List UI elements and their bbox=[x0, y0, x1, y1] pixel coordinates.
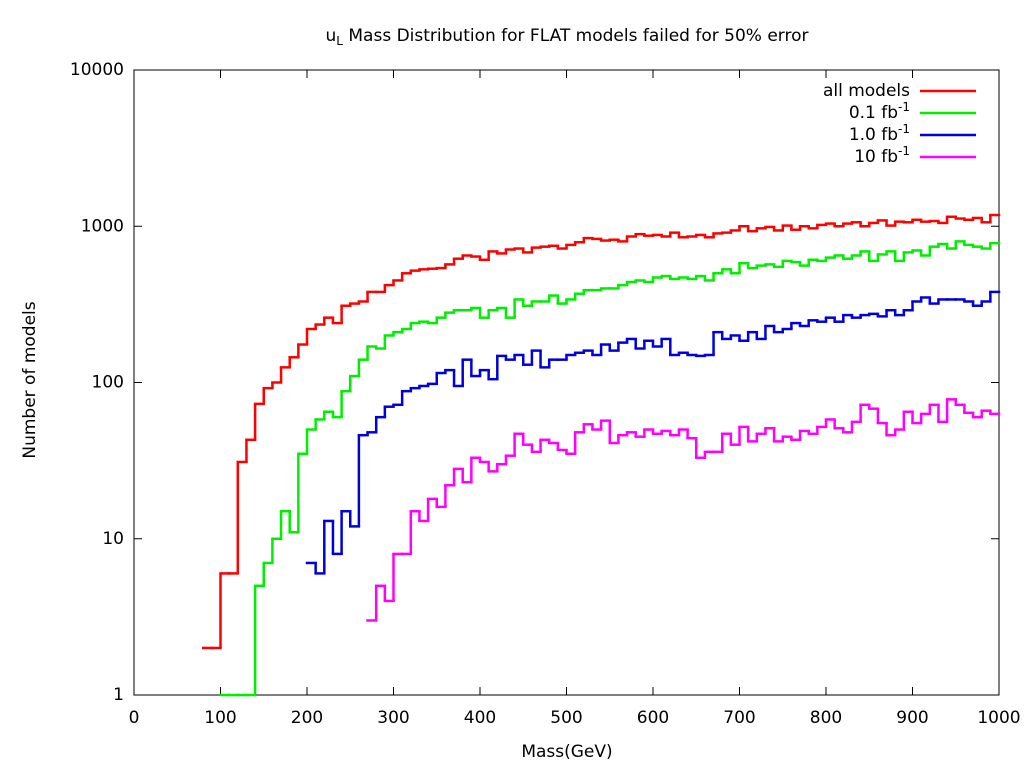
legend-label: all models bbox=[823, 81, 910, 101]
x-tick-label: 500 bbox=[550, 708, 582, 728]
legend-name: 1.0 fb bbox=[849, 125, 898, 145]
x-tick-label: 700 bbox=[723, 708, 755, 728]
x-tick-label: 1000 bbox=[977, 708, 1020, 728]
legend-label: 1.0 fb-1 bbox=[849, 122, 910, 146]
series bbox=[305, 290, 1001, 575]
x-tick-label: 800 bbox=[810, 708, 842, 728]
x-tick-label: 200 bbox=[291, 708, 323, 728]
legend-name: 0.1 fb bbox=[849, 103, 898, 123]
legend-name: 10 fb bbox=[854, 147, 898, 167]
series bbox=[219, 240, 1001, 697]
legend-sup: -1 bbox=[898, 144, 910, 158]
x-tick-label: 400 bbox=[464, 708, 496, 728]
legend-name: all models bbox=[823, 81, 910, 101]
x-tick-label: 900 bbox=[896, 708, 928, 728]
x-tick-label: 100 bbox=[204, 708, 236, 728]
x-tick-label: 0 bbox=[129, 708, 140, 728]
chart-title: uL Mass Distribution for FLAT models fai… bbox=[326, 26, 809, 48]
legend-label: 0.1 fb-1 bbox=[849, 100, 910, 124]
x-axis-label: Mass(GeV) bbox=[521, 742, 612, 762]
legend-label: 10 fb-1 bbox=[854, 144, 910, 168]
series bbox=[201, 213, 1001, 650]
x-tick-label: 300 bbox=[377, 708, 409, 728]
y-axis-label: Number of models bbox=[20, 301, 40, 458]
y-tick-label: 100 bbox=[92, 373, 124, 393]
series bbox=[366, 398, 1001, 622]
y-tick-label: 10000 bbox=[70, 60, 124, 80]
legend-sup: -1 bbox=[898, 100, 910, 114]
y-tick-label: 1 bbox=[113, 685, 124, 705]
legend-sup: -1 bbox=[898, 122, 910, 136]
y-tick-label: 1000 bbox=[81, 216, 124, 236]
x-tick-label: 600 bbox=[637, 708, 669, 728]
y-tick-label: 10 bbox=[102, 529, 124, 549]
